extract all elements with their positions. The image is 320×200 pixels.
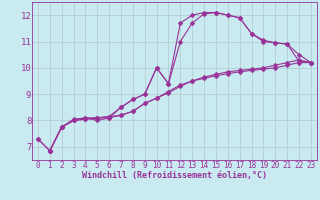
X-axis label: Windchill (Refroidissement éolien,°C): Windchill (Refroidissement éolien,°C) [82, 171, 267, 180]
